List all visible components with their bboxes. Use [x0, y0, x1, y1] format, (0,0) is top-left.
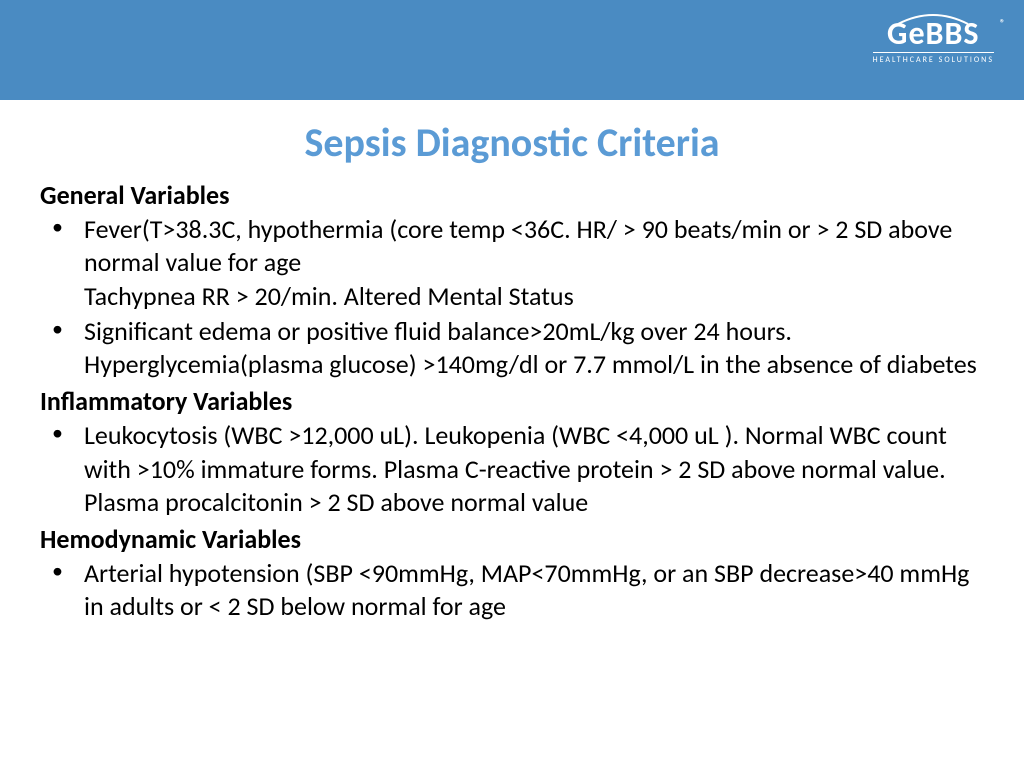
list-item: Arterial hypotension (SBP <90mmHg, MAP<7…	[40, 557, 984, 624]
list-item: Fever(T>38.3C, hypothermia (core temp <3…	[40, 213, 984, 313]
section-list: Fever(T>38.3C, hypothermia (core temp <3…	[40, 213, 984, 381]
header-bar: GeBBS ® HEALTHCARE SOLUTIONS	[0, 0, 1024, 100]
section-heading: Inflammatory Variables	[40, 385, 984, 417]
section-heading: General Variables	[40, 179, 984, 211]
page-title: Sepsis Diagnostic Criteria	[40, 118, 984, 167]
logo-subtitle: HEALTHCARE SOLUTIONS	[873, 52, 994, 65]
logo-text: GeBBS	[887, 14, 980, 53]
content-area: Sepsis Diagnostic Criteria General Varia…	[0, 118, 1024, 624]
sections-container: General VariablesFever(T>38.3C, hypother…	[40, 179, 984, 624]
registered-icon: ®	[1000, 18, 1006, 28]
list-item: Significant edema or positive fluid bala…	[40, 315, 984, 382]
section-list: Leukocytosis (WBC >12,000 uL). Leukopeni…	[40, 419, 984, 519]
section-heading: Hemodynamic Variables	[40, 523, 984, 555]
section-list: Arterial hypotension (SBP <90mmHg, MAP<7…	[40, 557, 984, 624]
logo-main-text: GeBBS ®	[873, 18, 994, 50]
list-item: Leukocytosis (WBC >12,000 uL). Leukopeni…	[40, 419, 984, 519]
logo: GeBBS ® HEALTHCARE SOLUTIONS	[873, 18, 994, 65]
